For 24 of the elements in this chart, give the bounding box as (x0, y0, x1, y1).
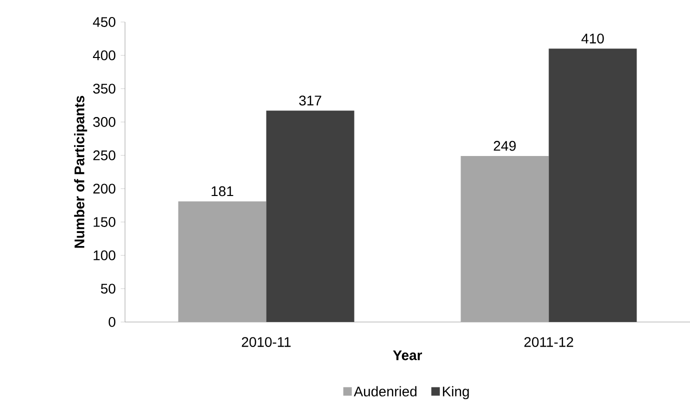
y-tick-label: 200 (93, 184, 116, 194)
x-tick-label: 2010-11 (242, 337, 291, 347)
y-tick-label: 50 (100, 284, 116, 294)
data-label: 249 (494, 140, 516, 151)
y-tick-label: 100 (94, 250, 116, 260)
bar (548, 48, 637, 322)
legend-label: King (442, 386, 469, 400)
y-tick-label: 350 (93, 84, 116, 94)
x-axis-title: Year (393, 350, 422, 360)
data-label: 181 (212, 186, 234, 196)
bar (266, 110, 354, 322)
y-tick-label: 400 (92, 50, 116, 60)
y-axis-title: Number of Participants (74, 96, 88, 248)
bar (178, 201, 266, 322)
data-label: 317 (299, 96, 322, 106)
y-tick-label: 300 (93, 117, 116, 127)
bar (460, 156, 549, 322)
data-label: 410 (581, 34, 604, 44)
y-tick-label: 250 (93, 150, 116, 160)
legend-label: Audenried (354, 386, 416, 396)
y-tick-label: 150 (94, 217, 116, 227)
x-tick-label: 2011-12 (524, 337, 574, 347)
y-tick-label: 450 (92, 17, 116, 27)
y-tick-label: 0 (108, 317, 116, 327)
